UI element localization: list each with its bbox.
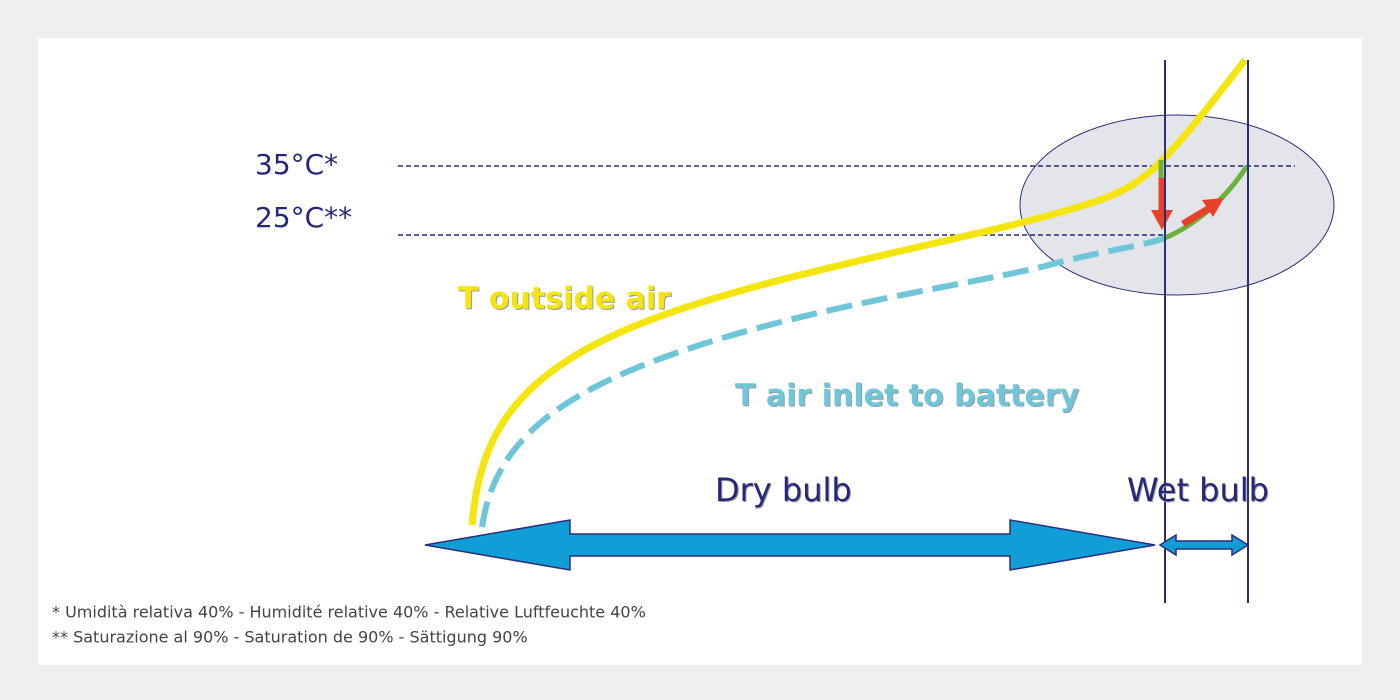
red-arrow-up bbox=[1181, 205, 1210, 228]
wet-bulb-arrow bbox=[1158, 533, 1250, 557]
dry-bulb-arrow bbox=[424, 519, 1156, 571]
wet-bulb-label: Wet bulb bbox=[1127, 471, 1269, 509]
label-35: 35°C* bbox=[255, 148, 338, 181]
footnote: * Umidità relativa 40% - Humidité relati… bbox=[52, 603, 646, 622]
footnote: ** Saturazione al 90% - Saturation de 90… bbox=[52, 628, 528, 647]
red-arrow-head bbox=[1151, 210, 1173, 230]
outside-air-label: T outside air bbox=[458, 282, 671, 317]
red-arrow-head bbox=[1202, 198, 1224, 217]
inlet-air-label: T air inlet to battery bbox=[735, 379, 1080, 414]
label-25: 25°C** bbox=[255, 201, 352, 234]
inlet-air-curve bbox=[479, 235, 1166, 528]
zoom-ellipse bbox=[1019, 114, 1335, 296]
dry-bulb-label: Dry bulb bbox=[715, 471, 852, 509]
outside-air-curve bbox=[468, 57, 1248, 526]
